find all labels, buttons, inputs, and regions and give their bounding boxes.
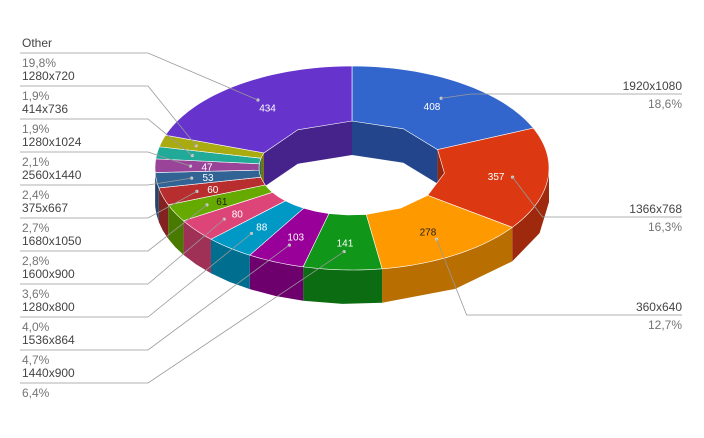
outer-wall-1280x800: [210, 239, 250, 290]
leader-line-1280x800: [20, 233, 252, 318]
label-name-1440x900: 1440x900: [22, 366, 75, 380]
data-label-1280x1024: 47: [201, 162, 213, 173]
leader-line-1280x1024: [20, 151, 191, 167]
outer-wall-1680x1050: [168, 204, 184, 255]
leader-line-1536x864: [20, 244, 290, 351]
leader-line-414x736: [20, 118, 193, 156]
slice-1680x1050: [167, 184, 273, 222]
data-label-1280x800: 88: [256, 222, 268, 233]
data-label-2560x1440: 53: [202, 173, 214, 184]
label-pct-1366x768: 16,3%: [648, 220, 682, 234]
slice-1536x864: [249, 207, 330, 268]
data-label-1440x900: 141: [337, 238, 354, 249]
label-name-1280x1024: 1280x1024: [22, 135, 82, 149]
slice-360x640: [365, 195, 513, 270]
data-label-1536x864: 103: [287, 233, 304, 244]
slice-Other: [164, 65, 353, 154]
label-name-1536x864: 1536x864: [22, 333, 75, 347]
slice-1280x1024: [154, 158, 260, 173]
label-pct-1280x720: 1,9%: [22, 89, 50, 103]
label-name-1920x1080: 1920x1080: [623, 79, 683, 93]
label-name-Other: Other: [22, 36, 52, 50]
label-name-1680x1050: 1680x1050: [22, 234, 82, 248]
data-label-Other: 434: [259, 103, 276, 114]
leader-line-1280x720: [20, 85, 197, 147]
label-name-1600x900: 1600x900: [22, 267, 75, 281]
label-name-2560x1440: 2560x1440: [22, 168, 82, 182]
leader-line-360x640: [436, 239, 682, 316]
slice-1600x900: [182, 191, 287, 240]
label-name-1280x720: 1280x720: [22, 69, 75, 83]
leader-line-1920x1080: [441, 93, 682, 99]
label-pct-414x736: 1,9%: [22, 122, 50, 136]
leader-line-1680x1050: [20, 204, 208, 252]
slice-1920x1080: [351, 65, 534, 150]
leader-dot-360x640: [435, 237, 439, 241]
outer-wall-1536x864: [249, 255, 304, 301]
leader-line-1440x900: [20, 251, 345, 384]
data-label-1600x900: 80: [232, 210, 244, 221]
label-pct-1536x864: 4,7%: [22, 353, 50, 367]
label-pct-360x640: 12,7%: [648, 318, 682, 332]
label-pct-1280x800: 4,0%: [22, 320, 50, 334]
label-pct-1920x1080: 18,6%: [648, 97, 682, 111]
label-pct-2560x1440: 2,4%: [22, 188, 50, 202]
data-label-375x667: 60: [207, 185, 219, 196]
outer-wall-2560x1440: [155, 172, 159, 222]
label-pct-1600x900: 3,6%: [22, 287, 50, 301]
label-name-414x736: 414x736: [22, 102, 68, 116]
outer-wall-375x667: [158, 187, 169, 239]
leader-line-Other: [20, 52, 259, 101]
leader-line-2560x1440: [20, 177, 192, 186]
label-name-1280x800: 1280x800: [22, 300, 75, 314]
data-label-1680x1050: 61: [216, 197, 228, 208]
data-label-360x640: 278: [420, 227, 437, 238]
label-name-1366x768: 1366x768: [629, 202, 682, 216]
label-pct-375x667: 2,7%: [22, 221, 50, 235]
leader-line-1366x768: [512, 176, 682, 218]
leader-line-375x667: [20, 190, 198, 219]
label-pct-1440x900: 6,4%: [22, 386, 50, 400]
data-label-1920x1080: 408: [424, 102, 441, 113]
label-pct-Other: 19,8%: [22, 56, 56, 70]
label-pct-1280x1024: 2,1%: [22, 155, 50, 169]
outer-wall-1440x900: [303, 266, 383, 304]
leader-line-1600x900: [20, 218, 225, 285]
slice-1280x800: [210, 200, 305, 256]
label-pct-1680x1050: 2,8%: [22, 254, 50, 268]
data-label-1366x768: 357: [488, 172, 505, 183]
outer-wall-1366x768: [512, 168, 549, 262]
slice-1366x768: [427, 127, 550, 228]
outer-wall-1600x900: [183, 220, 211, 274]
label-name-360x640: 360x640: [636, 300, 682, 314]
label-name-375x667: 375x667: [22, 201, 68, 215]
